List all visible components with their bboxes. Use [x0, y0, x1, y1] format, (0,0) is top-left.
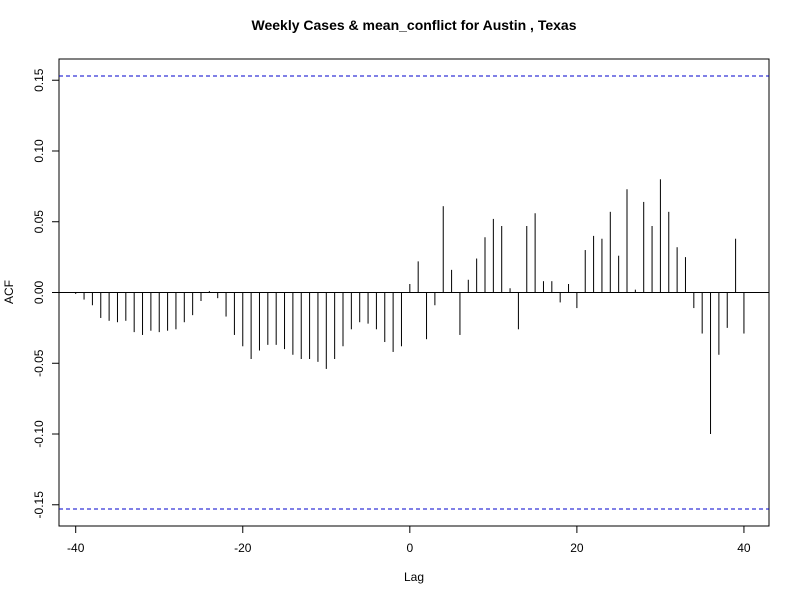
y-tick-label: -0.15	[32, 491, 46, 519]
x-tick-label: 0	[406, 541, 413, 555]
y-tick-label: 0.10	[32, 139, 46, 163]
y-tick-label: -0.05	[32, 349, 46, 377]
x-tick-label: 40	[737, 541, 751, 555]
chart-title: Weekly Cases & mean_conflict for Austin …	[251, 17, 577, 33]
x-tick-label: -20	[234, 541, 252, 555]
x-tick-label: -40	[67, 541, 85, 555]
x-axis-label: Lag	[403, 570, 425, 584]
x-tick-label: 20	[570, 541, 584, 555]
y-tick-label: -0.10	[32, 420, 46, 448]
y-tick-label: 0.05	[32, 210, 46, 234]
y-tick-label: 0.15	[32, 68, 46, 92]
y-axis-label: ACF	[2, 280, 16, 304]
y-tick-label: 0.00	[32, 280, 46, 304]
